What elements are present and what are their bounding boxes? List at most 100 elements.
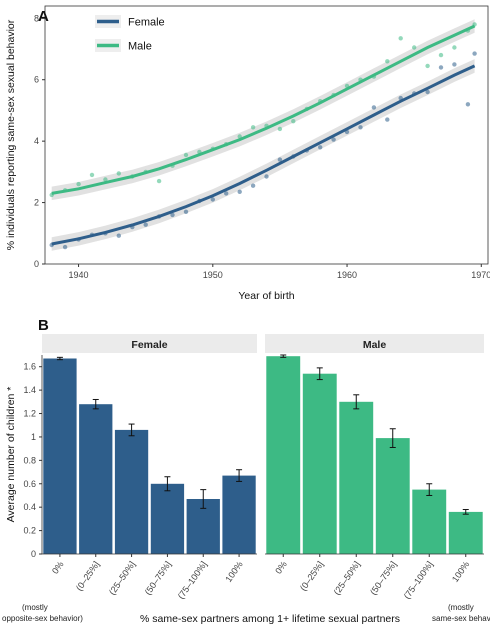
- data-point-male: [89, 172, 95, 178]
- data-point-female: [62, 244, 68, 250]
- data-point-female: [331, 137, 336, 142]
- y-tick-label: 6: [34, 75, 39, 85]
- note-left-line: opposite-sex behavior): [2, 614, 83, 623]
- y-tick-label: 2: [34, 198, 39, 208]
- facet-strip: [265, 334, 484, 353]
- y-tick-label: 0.2: [23, 526, 36, 536]
- data-point-male: [250, 125, 256, 130]
- data-point-female: [210, 197, 215, 202]
- plot-frame: [44, 5, 489, 265]
- x-tick-label: (50–75%]: [368, 559, 398, 596]
- data-point-female: [224, 191, 229, 196]
- data-point-female: [170, 212, 175, 218]
- x-tick-label: (25–50%]: [332, 559, 362, 596]
- y-tick-label: 0.4: [23, 502, 36, 512]
- data-point-female: [277, 157, 283, 162]
- data-point-male: [385, 59, 390, 64]
- y-tick-label: 1: [31, 432, 36, 442]
- y-tick-label: 1.2: [23, 409, 36, 419]
- x-tick-label: 0%: [50, 559, 66, 575]
- data-point-female: [465, 102, 471, 107]
- x-tick-label: 1940: [69, 270, 89, 280]
- x-tick-label: (50–75%]: [143, 559, 173, 596]
- panel-label-a: A: [38, 8, 49, 25]
- y-axis-title: Average number of children *: [5, 387, 17, 523]
- data-point-male: [398, 36, 403, 41]
- data-point-male: [412, 45, 417, 50]
- x-tick-label: 100%: [223, 559, 244, 584]
- bar-female: [43, 358, 77, 554]
- panel-a-scatter-chart: 1940 1950 1960 1970 0 2 4 6 8 Year of birth % indi…: [5, 5, 490, 302]
- data-point-female: [371, 105, 377, 110]
- bar-male: [302, 373, 337, 554]
- bar-male: [339, 401, 374, 554]
- y-tick-label: 1.4: [23, 385, 36, 395]
- data-point-female: [250, 183, 256, 188]
- note-right-line: same-sex behavior): [432, 614, 490, 623]
- bar-male: [448, 511, 483, 554]
- data-point-male: [156, 178, 162, 184]
- y-axis-title: % individuals reporting same-sex sexual …: [5, 19, 17, 250]
- facet-strip: [42, 334, 257, 353]
- x-tick-label: 0%: [273, 559, 289, 575]
- data-point-female: [452, 62, 457, 67]
- data-point-female: [425, 89, 430, 95]
- data-point-male: [116, 171, 122, 176]
- data-point-male: [452, 45, 457, 50]
- x-tick-label: (75–100%]: [176, 559, 209, 600]
- data-point-female: [318, 145, 323, 150]
- x-tick-label: (75–100%]: [402, 559, 435, 600]
- note-right-line: (mostly: [448, 603, 474, 612]
- facet-label-female: Female: [131, 339, 167, 351]
- panel-label-b: B: [38, 317, 49, 334]
- bar-male: [412, 489, 447, 554]
- data-point-female: [237, 189, 242, 194]
- x-tick-label: 1970: [471, 270, 490, 280]
- y-tick-label: 8: [34, 13, 39, 23]
- note-left-line: (mostly: [22, 603, 48, 612]
- x-tick-label: 1950: [203, 270, 223, 280]
- legend-label-male: Male: [128, 41, 152, 53]
- data-point-female: [358, 125, 363, 130]
- x-tick-label: (25–50%]: [107, 559, 137, 596]
- x-tick-label: 100%: [450, 559, 471, 584]
- data-point-female: [472, 51, 477, 56]
- bar-female: [150, 483, 185, 554]
- x-tick-label: (0–25%]: [298, 559, 325, 592]
- data-point-female: [116, 233, 122, 238]
- x-axis-title: % same-sex partners among 1+ lifetime se…: [140, 613, 400, 625]
- data-point-female: [183, 209, 189, 214]
- data-point-male: [183, 152, 189, 158]
- bar-male: [266, 356, 301, 554]
- data-point-male: [76, 181, 81, 187]
- y-tick-label: 4: [34, 136, 39, 146]
- data-point-male: [425, 63, 430, 69]
- data-point-male: [277, 126, 283, 132]
- bar-female: [79, 404, 113, 554]
- data-point-male: [103, 177, 108, 182]
- y-tick-label: 1.6: [23, 362, 36, 372]
- x-axis-title: Year of birth: [238, 290, 294, 302]
- y-tick-label: 0: [31, 549, 36, 559]
- data-point-female: [438, 65, 444, 70]
- confidence-band-female: [51, 59, 475, 251]
- bar-female: [114, 429, 149, 554]
- data-point-female: [385, 117, 390, 122]
- data-point-female: [264, 174, 269, 179]
- trend-line-female: [51, 64, 476, 246]
- bar-female: [222, 475, 256, 554]
- x-tick-label: 1960: [337, 270, 357, 280]
- bar-male: [375, 438, 410, 554]
- trend-line-male: [51, 24, 476, 195]
- x-tick-label: (0–25%]: [74, 559, 101, 592]
- y-tick-label: 0: [34, 259, 39, 269]
- data-point-male: [438, 52, 444, 58]
- y-tick-label: 0.6: [23, 479, 36, 489]
- legend-label-female: Female: [128, 17, 165, 29]
- facet-label-male: Male: [363, 339, 387, 351]
- data-point-female: [143, 222, 148, 227]
- data-point-male: [291, 119, 296, 124]
- y-tick-label: 0.8: [23, 455, 36, 465]
